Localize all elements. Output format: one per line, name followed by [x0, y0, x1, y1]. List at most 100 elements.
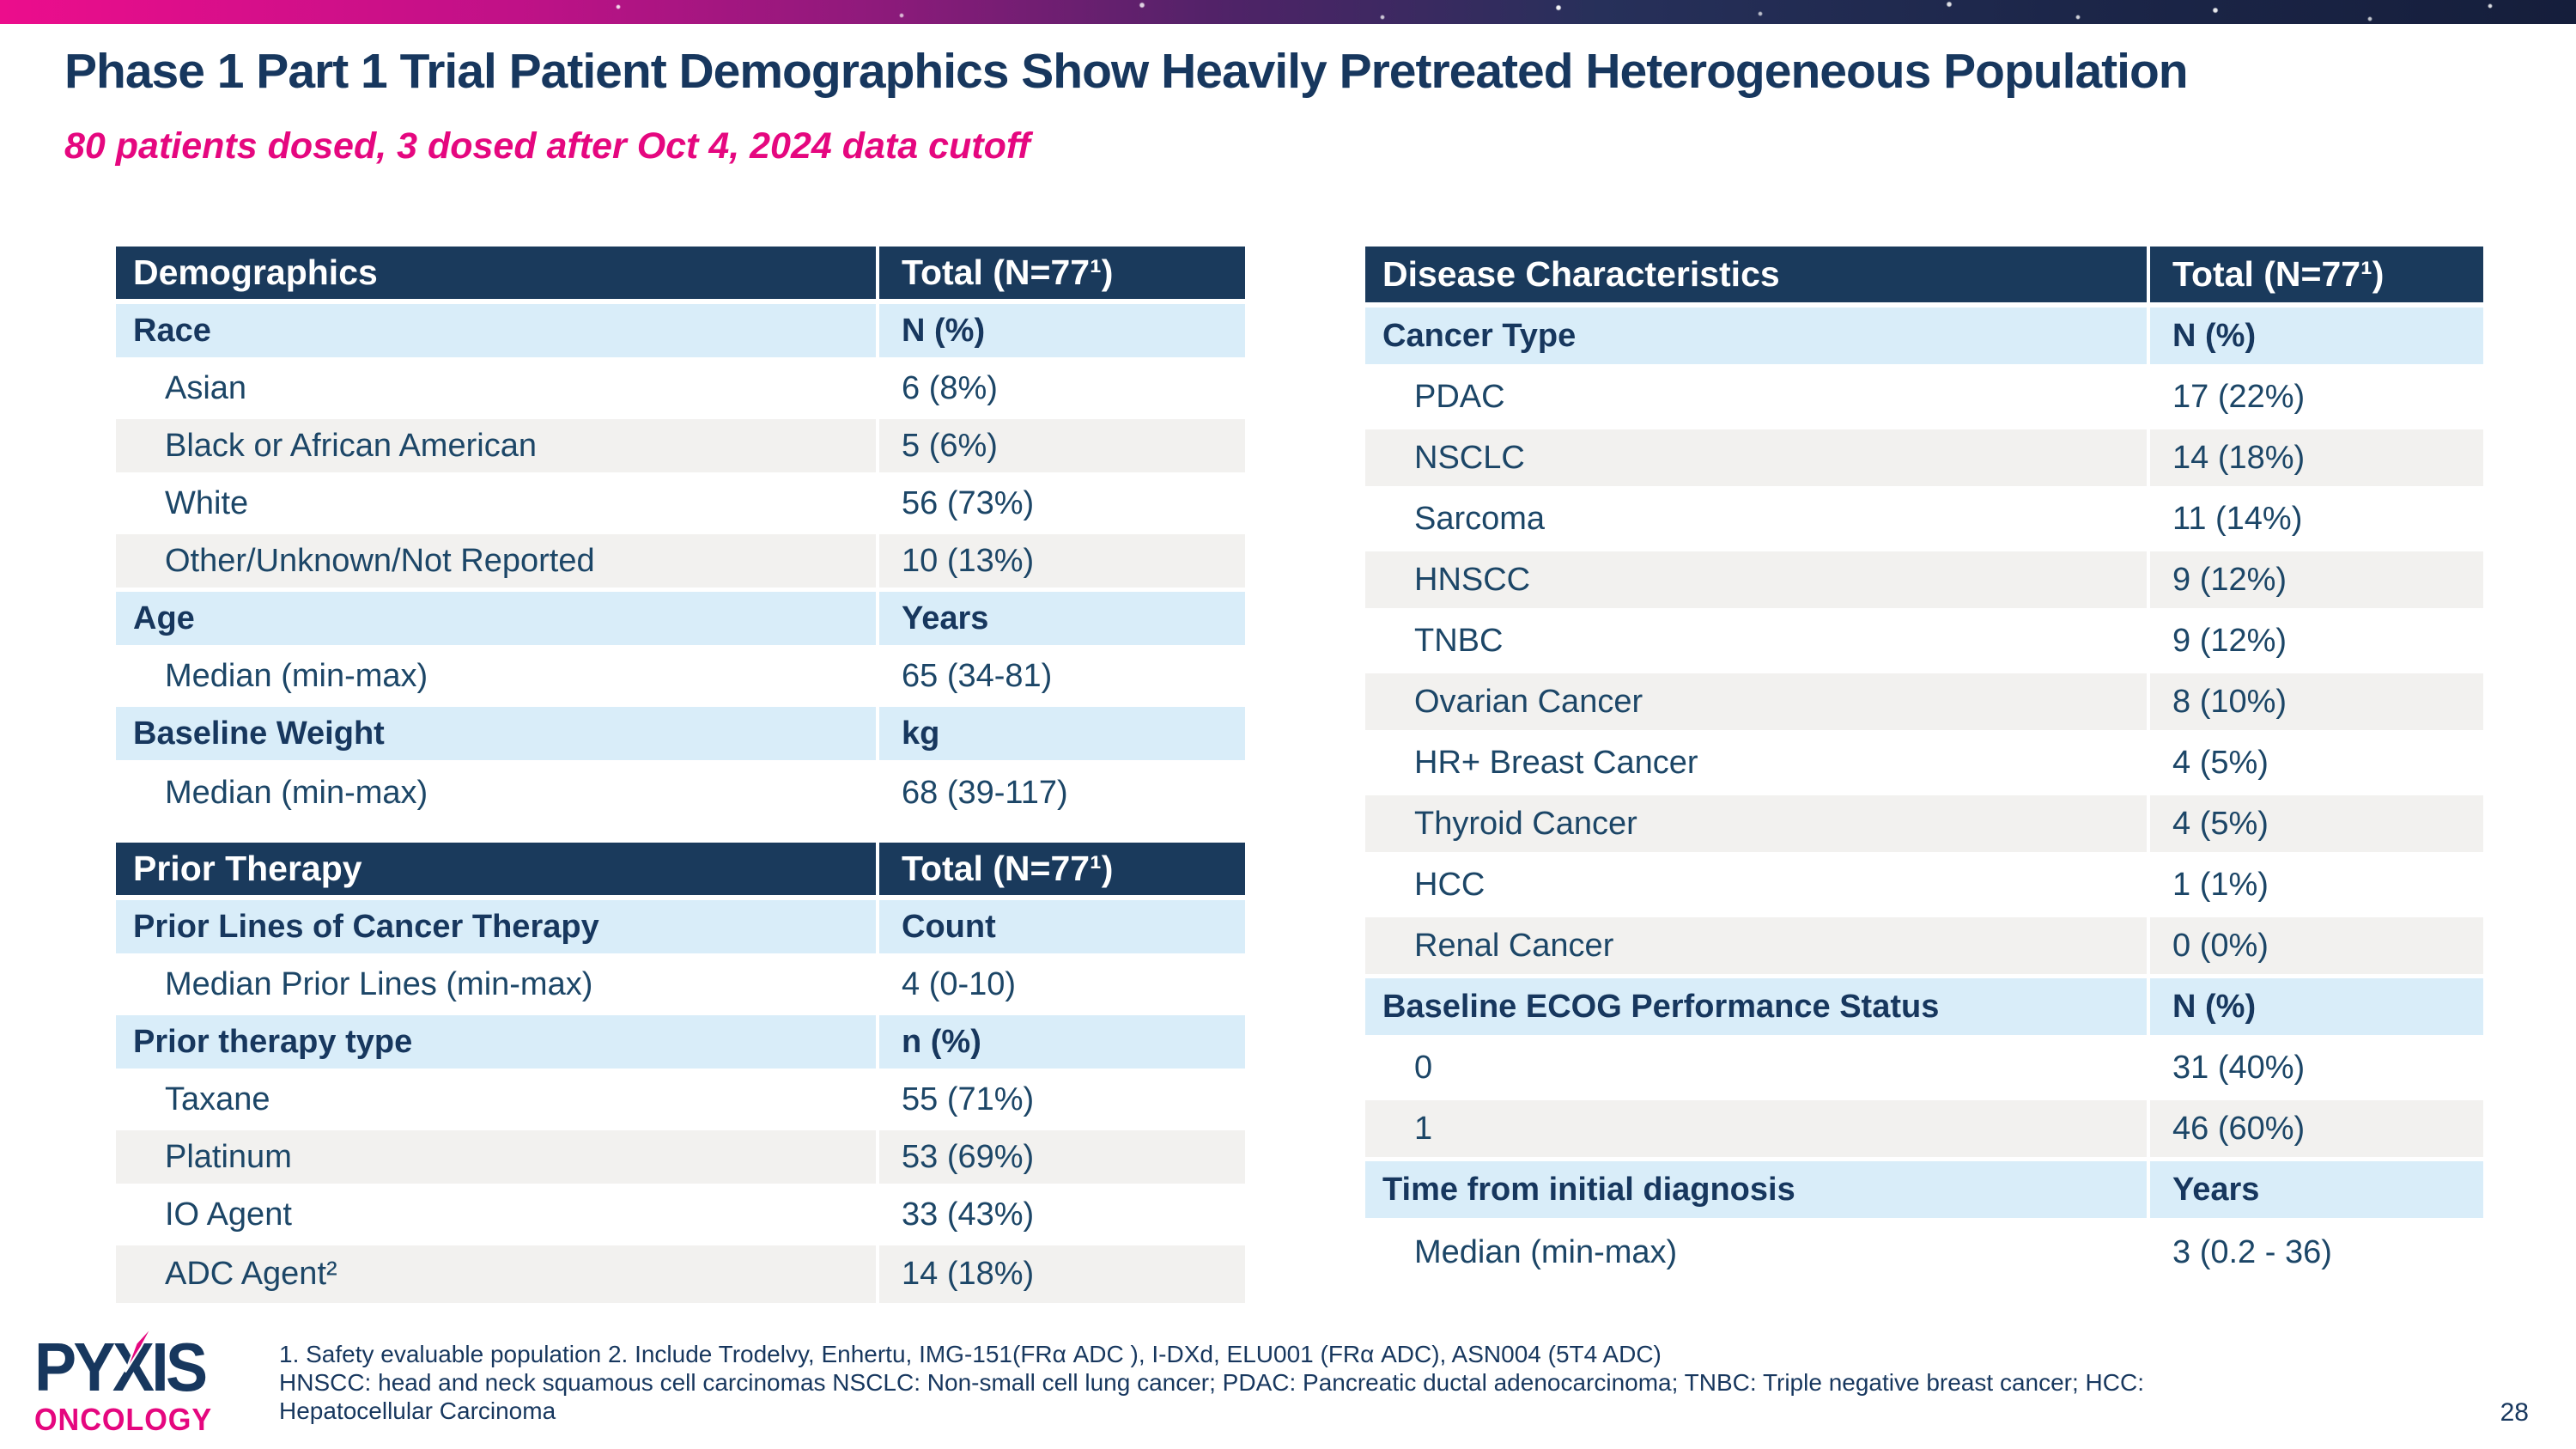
table-header-total: Total (N=77¹): [902, 849, 1114, 888]
row-value: 6 (8%): [902, 369, 998, 406]
row-label: ADC Agent²: [116, 1245, 879, 1303]
row-value: 10 (13%): [902, 542, 1035, 579]
table-row: Prior Lines of Cancer Therapy Count: [116, 900, 1245, 958]
table-row: Renal Cancer 0 (0%): [1365, 917, 2483, 978]
table-row: Asian 6 (8%): [116, 362, 1245, 419]
table-row: Age Years: [116, 592, 1245, 649]
row-label: Median Prior Lines (min-max): [116, 958, 879, 1011]
footnote-line: 1. Safety evaluable population 2. Includ…: [279, 1341, 1662, 1367]
table-header-title: Demographics: [116, 247, 879, 299]
table-row: Cancer Type N (%): [1365, 307, 2483, 368]
row-label: Race: [116, 304, 879, 357]
table-row: Platinum 53 (69%): [116, 1130, 1245, 1188]
table-row: HCC 1 (1%): [1365, 856, 2483, 917]
table-row: Median (min-max) 65 (34-81): [116, 649, 1245, 707]
row-value: 4 (0-10): [902, 965, 1017, 1002]
table-row: Black or African American 5 (6%): [116, 419, 1245, 477]
table-header-total: Total (N=77¹): [2172, 254, 2385, 294]
table-row: Median (min-max) 68 (39-117): [116, 764, 1245, 822]
row-label: Platinum: [116, 1130, 879, 1184]
row-label: HR+ Breast Cancer: [1365, 734, 2150, 791]
table-row: Other/Unknown/Not Reported 10 (13%): [116, 534, 1245, 592]
row-value: 14 (18%): [902, 1256, 1035, 1292]
row-label: Asian: [116, 362, 879, 415]
row-label: Cancer Type: [1365, 307, 2150, 364]
page-subtitle: 80 patients dosed, 3 dosed after Oct 4, …: [64, 125, 1030, 167]
row-label: Prior therapy type: [116, 1015, 879, 1068]
row-label: IO Agent: [116, 1188, 879, 1241]
row-label: Median (min-max): [116, 764, 879, 822]
row-value: 5 (6%): [902, 427, 998, 464]
page-title: Phase 1 Part 1 Trial Patient Demographic…: [64, 44, 2189, 99]
row-value: 55 (71%): [902, 1081, 1035, 1117]
table-header-title: Prior Therapy: [116, 843, 879, 895]
table-row: TNBC 9 (12%): [1365, 612, 2483, 673]
row-label: Thyroid Cancer: [1365, 795, 2150, 852]
table-row: Median (min-max) 3 (0.2 - 36): [1365, 1222, 2483, 1283]
row-value: N (%): [2172, 317, 2257, 354]
row-value: Years: [2172, 1171, 2260, 1208]
row-value: 17 (22%): [2172, 378, 2306, 415]
demographics-table: Demographics Total (N=77¹) Race N (%) Asian 6…: [116, 247, 1245, 822]
row-label: Other/Unknown/Not Reported: [116, 534, 879, 588]
table-row: Baseline Weight kg: [116, 707, 1245, 764]
table-row: PDAC 17 (22%): [1365, 368, 2483, 429]
table-row: ADC Agent² 14 (18%): [116, 1245, 1245, 1303]
row-label: 1: [1365, 1100, 2150, 1157]
table-row: Prior therapy type n (%): [116, 1015, 1245, 1073]
row-value: 53 (69%): [902, 1138, 1035, 1175]
table-row: Race N (%): [116, 304, 1245, 362]
row-value: n (%): [902, 1023, 981, 1060]
row-label: Black or African American: [116, 419, 879, 472]
table-row: HR+ Breast Cancer 4 (5%): [1365, 734, 2483, 795]
disease-characteristics-table: Disease Characteristics Total (N=77¹) Canc…: [1365, 247, 2483, 1283]
table-row: Median Prior Lines (min-max) 4 (0-10): [116, 958, 1245, 1015]
row-label: Baseline ECOG Performance Status: [1365, 978, 2150, 1035]
row-label: Taxane: [116, 1073, 879, 1126]
row-value: 11 (14%): [2172, 500, 2303, 537]
row-label: Time from initial diagnosis: [1365, 1161, 2150, 1218]
prior-therapy-table: Prior Therapy Total (N=77¹) Prior Lines of…: [116, 843, 1245, 1303]
row-value: N (%): [2172, 988, 2257, 1025]
row-value: 56 (73%): [902, 484, 1035, 521]
footnotes: 1. Safety evaluable population 2. Includ…: [279, 1340, 2357, 1425]
row-value: 68 (39-117): [902, 775, 1068, 811]
row-label: Sarcoma: [1365, 490, 2150, 547]
row-value: Years: [902, 600, 989, 636]
row-label: TNBC: [1365, 612, 2150, 669]
row-label: Median (min-max): [116, 649, 879, 703]
table-header-row: Disease Characteristics Total (N=77¹): [1365, 247, 2483, 307]
row-label: HNSCC: [1365, 551, 2150, 608]
table-header-title: Disease Characteristics: [1365, 247, 2150, 302]
row-value: 9 (12%): [2172, 561, 2287, 598]
table-header-total: Total (N=77¹): [902, 253, 1114, 292]
table-header-row: Prior Therapy Total (N=77¹): [116, 843, 1245, 900]
table-row: IO Agent 33 (43%): [116, 1188, 1245, 1245]
table-row: HNSCC 9 (12%): [1365, 551, 2483, 612]
row-value: N (%): [902, 312, 986, 349]
row-value: 65 (34-81): [902, 657, 1053, 694]
page-number: 28: [2500, 1398, 2529, 1427]
row-value: 8 (10%): [2172, 683, 2287, 720]
table-row: 1 46 (60%): [1365, 1100, 2483, 1161]
table-header-row: Demographics Total (N=77¹): [116, 247, 1245, 304]
logo-tagline: ONCOLOGY: [34, 1402, 213, 1437]
footnote-line: Hepatocellular Carcinoma: [279, 1397, 556, 1424]
row-value: 4 (5%): [2172, 744, 2269, 781]
table-row: Baseline ECOG Performance Status N (%): [1365, 978, 2483, 1039]
table-row: Ovarian Cancer 8 (10%): [1365, 673, 2483, 734]
row-label: Baseline Weight: [116, 707, 879, 760]
table-row: 0 31 (40%): [1365, 1039, 2483, 1100]
row-label: White: [116, 477, 879, 530]
row-label: Prior Lines of Cancer Therapy: [116, 900, 879, 953]
table-row: Time from initial diagnosis Years: [1365, 1161, 2483, 1222]
logo-sparkle-icon: [125, 1324, 155, 1373]
pyxis-oncology-logo: PYX IS ONCOLOGY: [34, 1324, 258, 1438]
row-value: kg: [902, 715, 940, 752]
row-label: Median (min-max): [1365, 1222, 2150, 1283]
row-value: 9 (12%): [2172, 622, 2287, 659]
row-value: 31 (40%): [2172, 1049, 2306, 1086]
logo-letters-py: PY: [34, 1329, 115, 1405]
row-value: Count: [902, 908, 996, 945]
table-row: NSCLC 14 (18%): [1365, 429, 2483, 490]
